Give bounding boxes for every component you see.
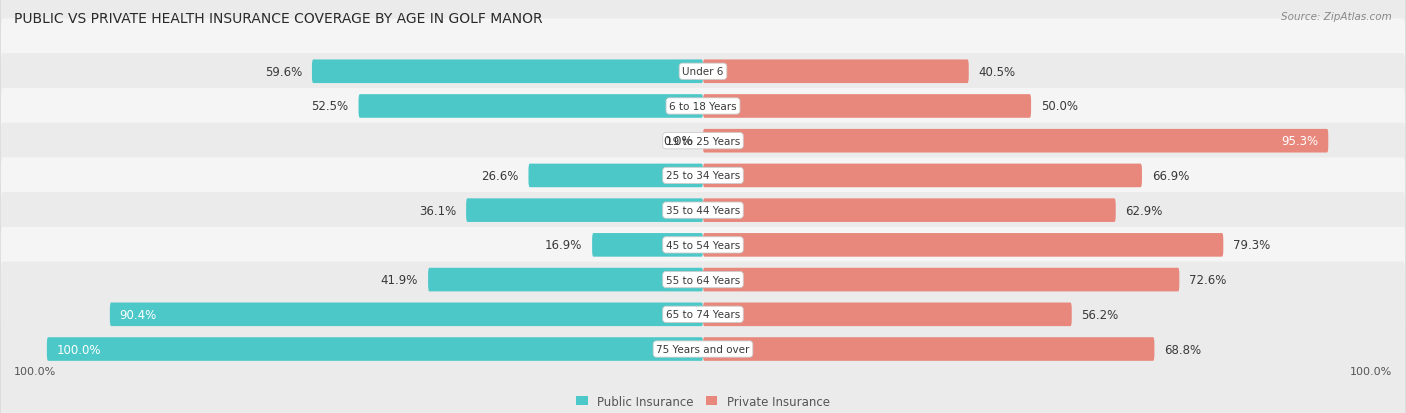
Text: 66.9%: 66.9% [1152,169,1189,183]
Text: 68.8%: 68.8% [1164,343,1201,356]
Text: 100.0%: 100.0% [1350,366,1392,376]
Text: 100.0%: 100.0% [56,343,101,356]
FancyBboxPatch shape [1,89,1405,263]
Text: 36.1%: 36.1% [419,204,457,217]
Text: 55 to 64 Years: 55 to 64 Years [666,275,740,285]
FancyBboxPatch shape [1,158,1405,332]
FancyBboxPatch shape [703,199,1116,223]
Text: 75 Years and over: 75 Years and over [657,344,749,354]
Legend: Public Insurance, Private Insurance: Public Insurance, Private Insurance [576,395,830,408]
Text: 25 to 34 Years: 25 to 34 Years [666,171,740,181]
Text: 19 to 25 Years: 19 to 25 Years [666,136,740,146]
Text: 40.5%: 40.5% [979,66,1015,78]
FancyBboxPatch shape [703,268,1180,292]
FancyBboxPatch shape [110,303,703,326]
Text: 52.5%: 52.5% [312,100,349,113]
Text: PUBLIC VS PRIVATE HEALTH INSURANCE COVERAGE BY AGE IN GOLF MANOR: PUBLIC VS PRIVATE HEALTH INSURANCE COVER… [14,12,543,26]
FancyBboxPatch shape [703,95,1031,119]
FancyBboxPatch shape [703,130,1329,153]
FancyBboxPatch shape [467,199,703,223]
FancyBboxPatch shape [1,0,1405,159]
FancyBboxPatch shape [1,262,1405,413]
Text: 79.3%: 79.3% [1233,239,1271,252]
FancyBboxPatch shape [1,123,1405,298]
FancyBboxPatch shape [1,192,1405,367]
Text: 72.6%: 72.6% [1189,273,1226,286]
Text: 35 to 44 Years: 35 to 44 Years [666,206,740,216]
Text: Under 6: Under 6 [682,67,724,77]
FancyBboxPatch shape [359,95,703,119]
FancyBboxPatch shape [529,164,703,188]
FancyBboxPatch shape [703,337,1154,361]
Text: 0.0%: 0.0% [664,135,693,148]
Text: 59.6%: 59.6% [264,66,302,78]
Text: 100.0%: 100.0% [14,366,56,376]
FancyBboxPatch shape [1,227,1405,402]
Text: 26.6%: 26.6% [481,169,519,183]
FancyBboxPatch shape [703,60,969,84]
Text: 45 to 54 Years: 45 to 54 Years [666,240,740,250]
Text: 56.2%: 56.2% [1081,308,1119,321]
Text: 90.4%: 90.4% [120,308,157,321]
FancyBboxPatch shape [427,268,703,292]
Text: 6 to 18 Years: 6 to 18 Years [669,102,737,112]
Text: 16.9%: 16.9% [546,239,582,252]
FancyBboxPatch shape [46,337,703,361]
Text: 41.9%: 41.9% [381,273,418,286]
Text: 95.3%: 95.3% [1281,135,1319,148]
Text: Source: ZipAtlas.com: Source: ZipAtlas.com [1281,12,1392,22]
Text: 65 to 74 Years: 65 to 74 Years [666,310,740,320]
FancyBboxPatch shape [703,233,1223,257]
FancyBboxPatch shape [312,60,703,84]
FancyBboxPatch shape [1,54,1405,229]
FancyBboxPatch shape [703,164,1142,188]
FancyBboxPatch shape [592,233,703,257]
Text: 50.0%: 50.0% [1040,100,1078,113]
Text: 62.9%: 62.9% [1126,204,1163,217]
FancyBboxPatch shape [703,303,1071,326]
FancyBboxPatch shape [1,19,1405,194]
